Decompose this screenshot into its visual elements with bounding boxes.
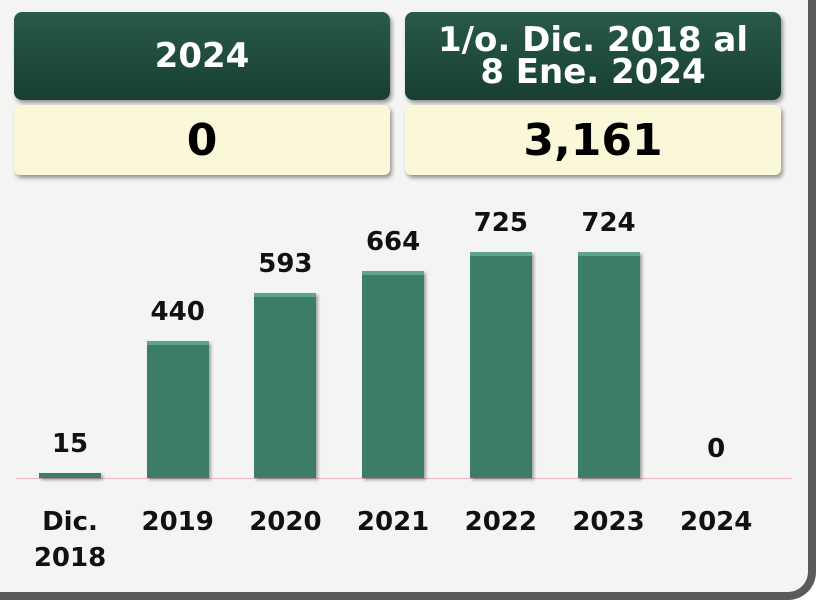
x-tick-label: 2019	[141, 507, 214, 537]
bar	[362, 271, 425, 478]
bar	[39, 473, 101, 478]
panel-value: 0	[14, 105, 390, 175]
baseline	[16, 478, 792, 479]
value-label: 593	[258, 249, 313, 280]
bar	[577, 252, 640, 478]
x-tick-label: Dic. 2018	[33, 507, 107, 573]
panel: 1/o. Dic. 2018 al 8 Ene. 2024 3,161	[405, 12, 781, 175]
value-label: 664	[365, 227, 421, 257]
value-label: 725	[473, 208, 528, 238]
panel-title: 1/o. Dic. 2018 al 8 Ene. 2024	[405, 12, 781, 100]
value-label: 724	[581, 208, 636, 239]
panel: 2024 0	[14, 12, 390, 175]
panel-title: 2024	[14, 12, 390, 100]
value-label: 440	[150, 296, 205, 327]
value-label: 0	[707, 434, 726, 464]
x-tick-label: 2021	[356, 507, 430, 537]
x-tick-label: 2024	[680, 507, 753, 537]
x-tick-label: 2022	[464, 507, 537, 537]
bar	[254, 293, 317, 478]
bar	[469, 252, 532, 478]
panel-value: 3,161	[405, 105, 781, 175]
bar	[146, 340, 209, 478]
x-tick-label: 2020	[249, 507, 322, 537]
value-label: 15	[51, 429, 89, 460]
x-tick-label: 2023	[572, 507, 645, 537]
